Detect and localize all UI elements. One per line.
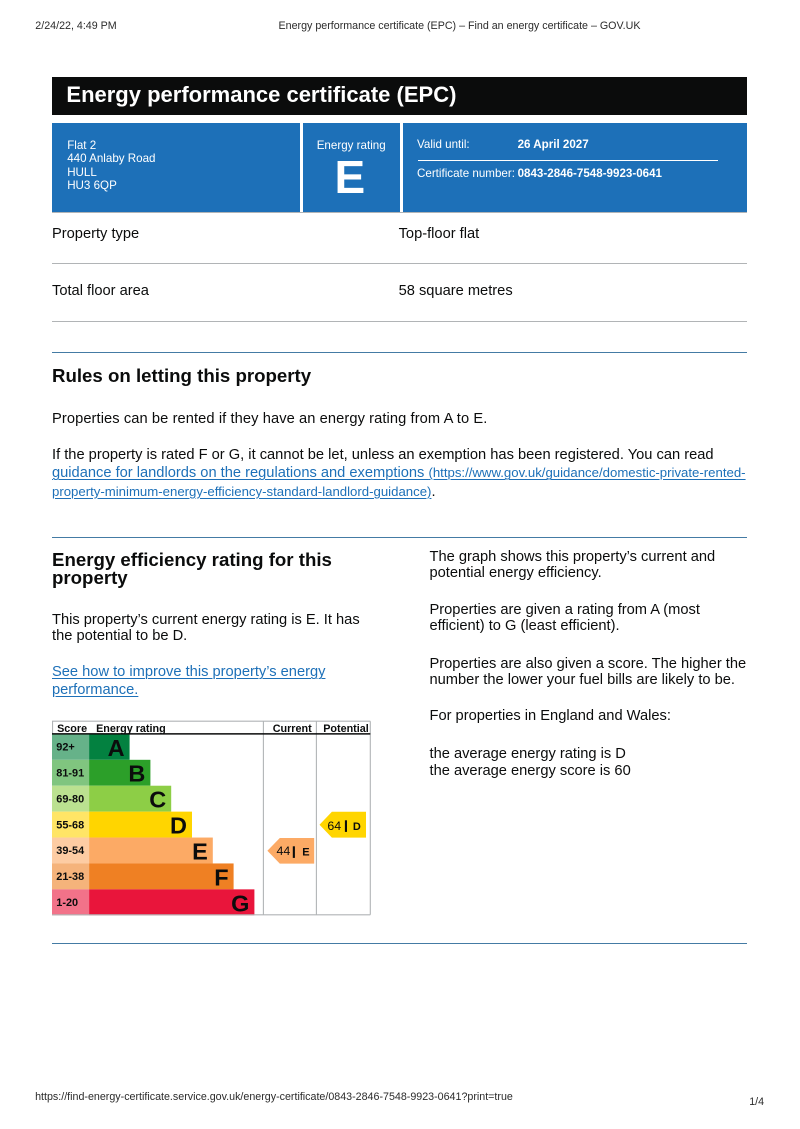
svg-text:E: E — [302, 847, 309, 859]
svg-text:C: C — [149, 787, 166, 813]
svg-text:44: 44 — [277, 844, 291, 858]
svg-text:92+: 92+ — [56, 742, 74, 754]
svg-text:D: D — [353, 821, 361, 833]
svg-text:39-54: 39-54 — [56, 845, 84, 857]
svg-text:81-91: 81-91 — [56, 768, 84, 780]
svg-text:Score: Score — [57, 723, 87, 735]
svg-text:G: G — [231, 890, 249, 916]
svg-text:55-68: 55-68 — [56, 819, 84, 831]
svg-text:21-38: 21-38 — [56, 871, 84, 883]
svg-text:Current: Current — [273, 723, 312, 735]
svg-text:69-80: 69-80 — [56, 793, 84, 805]
svg-text:F: F — [214, 864, 228, 890]
svg-text:Potential: Potential — [323, 723, 369, 735]
svg-text:1-20: 1-20 — [56, 897, 78, 909]
svg-text:Energy rating: Energy rating — [96, 723, 166, 735]
svg-text:D: D — [170, 813, 187, 839]
svg-text:A: A — [108, 735, 125, 761]
svg-text:64: 64 — [327, 819, 341, 833]
svg-text:E: E — [192, 838, 208, 864]
svg-text:B: B — [128, 761, 145, 787]
